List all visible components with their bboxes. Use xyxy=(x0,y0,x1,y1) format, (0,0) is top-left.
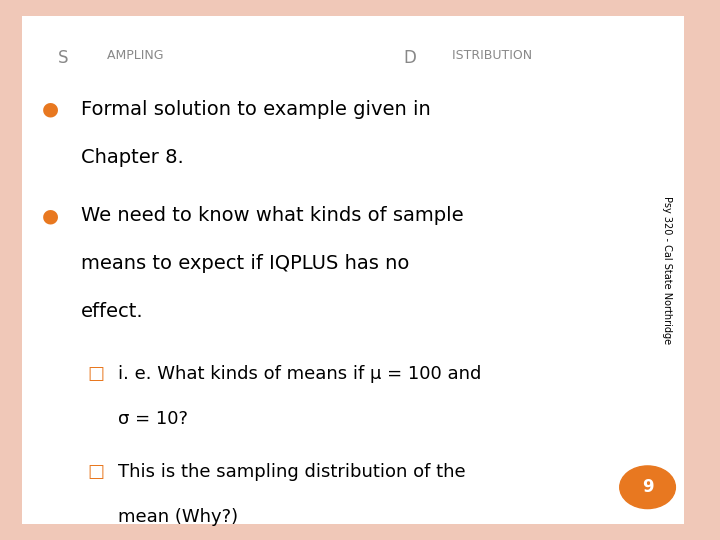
Text: □: □ xyxy=(88,365,105,383)
Text: □: □ xyxy=(88,463,105,482)
Text: ●: ● xyxy=(42,100,58,119)
Circle shape xyxy=(620,466,675,509)
Text: σ = 10?: σ = 10? xyxy=(117,410,188,428)
Text: mean (Why?): mean (Why?) xyxy=(117,508,238,526)
FancyBboxPatch shape xyxy=(22,16,684,524)
Text: i. e. What kinds of means if μ = 100 and: i. e. What kinds of means if μ = 100 and xyxy=(117,365,481,383)
Text: ●: ● xyxy=(42,206,58,225)
Text: Formal solution to example given in: Formal solution to example given in xyxy=(81,100,431,119)
Text: effect.: effect. xyxy=(81,302,144,321)
Text: means to expect if IQPLUS has no: means to expect if IQPLUS has no xyxy=(81,254,410,273)
Text: D: D xyxy=(403,49,416,67)
Text: We need to know what kinds of sample: We need to know what kinds of sample xyxy=(81,206,464,225)
Text: ISTRIBUTION: ISTRIBUTION xyxy=(452,49,536,62)
Text: Psy 320 - Cal State Northridge: Psy 320 - Cal State Northridge xyxy=(662,196,672,344)
Text: This is the sampling distribution of the: This is the sampling distribution of the xyxy=(117,463,465,482)
Text: AMPLING: AMPLING xyxy=(107,49,168,62)
Text: 9: 9 xyxy=(642,478,653,496)
Text: Chapter 8.: Chapter 8. xyxy=(81,148,184,167)
Text: S: S xyxy=(58,49,68,67)
